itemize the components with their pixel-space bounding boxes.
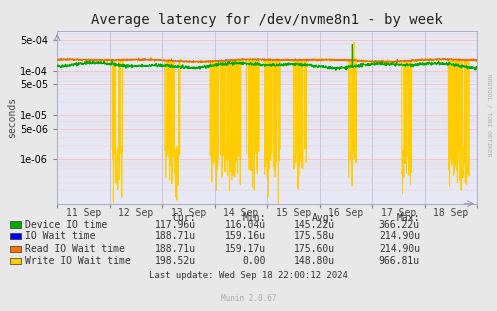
Text: IO Wait time: IO Wait time	[25, 231, 95, 241]
Text: 188.71u: 188.71u	[155, 244, 196, 254]
Text: 116.04u: 116.04u	[225, 220, 266, 230]
Text: 148.80u: 148.80u	[294, 256, 335, 266]
Text: Last update: Wed Sep 18 22:00:12 2024: Last update: Wed Sep 18 22:00:12 2024	[149, 271, 348, 280]
Text: Device IO time: Device IO time	[25, 220, 107, 230]
Text: RRDTOOL / TOBI OETIKER: RRDTOOL / TOBI OETIKER	[486, 74, 491, 156]
Text: 214.90u: 214.90u	[379, 231, 420, 241]
Text: 175.58u: 175.58u	[294, 231, 335, 241]
Text: 0.00: 0.00	[243, 256, 266, 266]
Text: 188.71u: 188.71u	[155, 231, 196, 241]
Text: 198.52u: 198.52u	[155, 256, 196, 266]
Text: 966.81u: 966.81u	[379, 256, 420, 266]
Title: Average latency for /dev/nvme8n1 - by week: Average latency for /dev/nvme8n1 - by we…	[91, 13, 443, 27]
Text: 159.16u: 159.16u	[225, 231, 266, 241]
Text: Avg:: Avg:	[312, 213, 335, 223]
Text: Max:: Max:	[397, 213, 420, 223]
Text: 145.22u: 145.22u	[294, 220, 335, 230]
Text: 117.96u: 117.96u	[155, 220, 196, 230]
Text: 159.17u: 159.17u	[225, 244, 266, 254]
Text: Min:: Min:	[243, 213, 266, 223]
Y-axis label: seconds: seconds	[7, 97, 17, 138]
Text: Cur:: Cur:	[173, 213, 196, 223]
Text: 366.22u: 366.22u	[379, 220, 420, 230]
Text: 175.60u: 175.60u	[294, 244, 335, 254]
Text: 214.90u: 214.90u	[379, 244, 420, 254]
Text: Read IO Wait time: Read IO Wait time	[25, 244, 125, 254]
Text: Write IO Wait time: Write IO Wait time	[25, 256, 131, 266]
Text: Munin 2.0.67: Munin 2.0.67	[221, 294, 276, 303]
